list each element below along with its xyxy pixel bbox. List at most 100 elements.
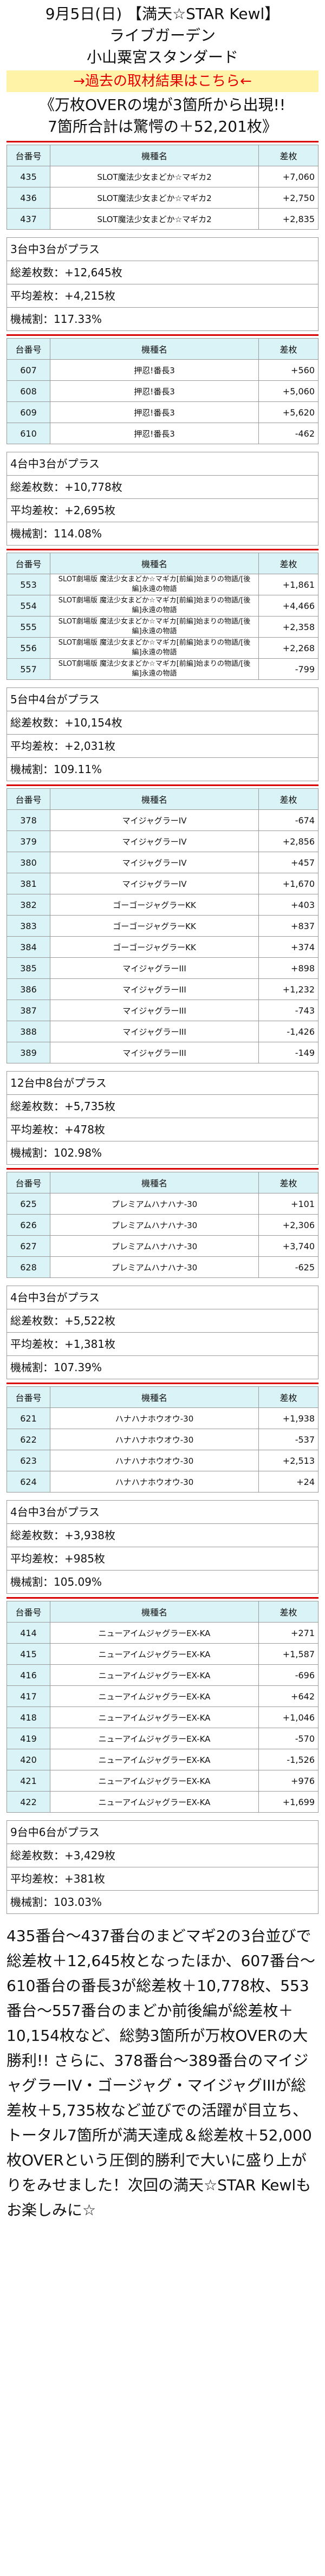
machine-name: マイジャグラーIII — [50, 1000, 259, 1021]
table-row: 624 ハナハナホウオウ-30 +24 — [6, 1471, 318, 1493]
section-divider — [6, 549, 318, 550]
table-row: 554 SLOT劇場版 魔法少女まどか☆マギカ[前編]始まりの物語/[後編]永遠の… — [6, 595, 318, 617]
table-row: 420 ニューアイムジャグラーEX-KA -1,526 — [6, 1749, 318, 1770]
machine-number: 378 — [6, 809, 50, 831]
machine-number: 608 — [6, 380, 50, 402]
machine-name: ニューアイムジャグラーEX-KA — [50, 1643, 259, 1665]
column-header-diff: 差枚 — [258, 1172, 318, 1193]
total-difference: 総差枚数：+5,735枚 — [7, 1094, 318, 1118]
section-stats: 9台中6台がプラス 総差枚数：+3,429枚 平均差枚：+381枚 機械割：103.0… — [6, 1820, 318, 1914]
payout-rate: 機械割：114.08% — [7, 522, 318, 545]
table-row: 416 ニューアイムジャグラーEX-KA -696 — [6, 1664, 318, 1686]
column-header-diff: 差枚 — [258, 338, 318, 360]
section-stats: 4台中3台がプラス 総差枚数：+5,522枚 平均差枚：+1,381枚 機械割：107… — [6, 1286, 318, 1379]
machine-number: 385 — [6, 957, 50, 979]
machine-number: 621 — [6, 1407, 50, 1429]
machine-name: マイジャグラーIV — [50, 852, 259, 873]
total-difference: 総差枚数：+10,778枚 — [7, 475, 318, 498]
plus-count: 9台中6台がプラス — [10, 1826, 100, 1839]
average-difference: 平均差枚：+2,031枚 — [7, 734, 318, 757]
machine-name: ゴーゴージャグラーKK — [50, 915, 259, 937]
table-row: 607 押忍!番長3 +560 — [6, 359, 318, 381]
table-row: 623 ハナハナホウオウ-30 +2,513 — [6, 1450, 318, 1471]
coin-difference: +976 — [258, 1770, 318, 1792]
coin-difference: +1,232 — [258, 978, 318, 1000]
plus-count: 3台中3台がプラス — [10, 243, 100, 256]
table-header-row: 台番号 機種名 差枚 — [6, 1386, 318, 1408]
machine-name: SLOT劇場版 魔法少女まどか☆マギカ[前編]始まりの物語/[後編]永遠の物語 — [50, 574, 259, 595]
section-stats: 12台中8台がプラス 総差枚数：+5,735枚 平均差枚：+478枚 機械割：102.… — [6, 1071, 318, 1165]
machine-name: ゴーゴージャグラーKK — [50, 936, 259, 958]
machine-number: 415 — [6, 1643, 50, 1665]
table-row: 422 ニューアイムジャグラーEX-KA +1,699 — [6, 1791, 318, 1813]
machine-number: 556 — [6, 637, 50, 659]
coin-difference: +2,358 — [258, 616, 318, 638]
table-row: 437 SLOT魔法少女まどか☆マギカ2 +2,835 — [6, 208, 318, 230]
machine-name: マイジャグラーIV — [50, 873, 259, 894]
machine-name: ハナハナホウオウ-30 — [50, 1450, 259, 1471]
total-difference: 総差枚数：+3,429枚 — [7, 1844, 318, 1867]
machine-name: ニューアイムジャグラーEX-KA — [50, 1770, 259, 1792]
coin-difference: +3,740 — [258, 1235, 318, 1257]
machine-number: 422 — [6, 1791, 50, 1813]
average-difference: 平均差枚：+2,695枚 — [7, 498, 318, 522]
machine-number: 625 — [6, 1193, 50, 1215]
machine-name: マイジャグラーIV — [50, 809, 259, 831]
table-header-row: 台番号 機種名 差枚 — [6, 788, 318, 810]
machine-name: マイジャグラーIII — [50, 957, 259, 979]
machine-name: 押忍!番長3 — [50, 359, 259, 381]
coin-difference: +2,835 — [258, 208, 318, 230]
machine-name: プレミアムハナハナ-30 — [50, 1214, 259, 1236]
machine-name: ニューアイムジャグラーEX-KA — [50, 1749, 259, 1770]
average-difference: 平均差枚：+985枚 — [7, 1547, 318, 1570]
table-row: 386 マイジャグラーIII +1,232 — [6, 978, 318, 1000]
table-row: 418 ニューアイムジャグラーEX-KA +1,046 — [6, 1706, 318, 1728]
machine-number: 607 — [6, 359, 50, 381]
machine-number: 417 — [6, 1685, 50, 1707]
coin-difference: +898 — [258, 957, 318, 979]
coin-difference: +271 — [258, 1622, 318, 1644]
machine-number: 379 — [6, 830, 50, 852]
coin-difference: +101 — [258, 1193, 318, 1215]
machine-number: 381 — [6, 873, 50, 894]
machine-name: ハナハナホウオウ-30 — [50, 1407, 259, 1429]
plus-count: 5台中4台がプラス — [10, 693, 100, 706]
machine-number: 414 — [6, 1622, 50, 1644]
machine-number: 626 — [6, 1214, 50, 1236]
coin-difference: +374 — [258, 936, 318, 958]
table-row: 556 SLOT劇場版 魔法少女まどか☆マギカ[前編]始まりの物語/[後編]永遠の… — [6, 637, 318, 659]
table-row: 414 ニューアイムジャグラーEX-KA +271 — [6, 1622, 318, 1644]
machine-name: ニューアイムジャグラーEX-KA — [50, 1664, 259, 1686]
machine-number: 384 — [6, 936, 50, 958]
machine-name: SLOT劇場版 魔法少女まどか☆マギカ[前編]始まりの物語/[後編]永遠の物語 — [50, 616, 259, 638]
table-row: 436 SLOT魔法少女まどか☆マギカ2 +2,750 — [6, 187, 318, 209]
table-row: 626 プレミアムハナハナ-30 +2,306 — [6, 1214, 318, 1236]
table-row: 415 ニューアイムジャグラーEX-KA +1,587 — [6, 1643, 318, 1665]
column-header-num: 台番号 — [6, 1172, 50, 1193]
machine-name: マイジャグラーIV — [50, 830, 259, 852]
page-title: 9月5日(日) 【満天☆STAR Kewl】 — [45, 5, 280, 23]
total-difference: 総差枚数：+5,522枚 — [7, 1309, 318, 1332]
machine-name: SLOT魔法少女まどか☆マギカ2 — [50, 187, 259, 209]
machine-name: ニューアイムジャグラーEX-KA — [50, 1706, 259, 1728]
section-divider — [6, 1168, 318, 1170]
table-row: 380 マイジャグラーIV +457 — [6, 852, 318, 873]
column-header-name: 機種名 — [50, 788, 259, 810]
machine-number: 389 — [6, 1042, 50, 1063]
machine-number: 624 — [6, 1471, 50, 1493]
machine-name: ゴーゴージャグラーKK — [50, 894, 259, 916]
machine-number: 609 — [6, 401, 50, 423]
column-header-name: 機種名 — [50, 1172, 259, 1193]
table-row: 557 SLOT劇場版 魔法少女まどか☆マギカ[前編]始まりの物語/[後編]永遠の… — [6, 658, 318, 680]
average-difference: 平均差枚：+478枚 — [7, 1118, 318, 1141]
machine-name: ニューアイムジャグラーEX-KA — [50, 1622, 259, 1644]
past-results-link[interactable]: →過去の取材結果はこちら← — [6, 70, 318, 92]
machine-name: 押忍!番長3 — [50, 401, 259, 423]
results-table: 台番号 機種名 差枚 378 マイジャグラーIV -674 379 マイジャグラーIV +2,8… — [6, 788, 318, 1063]
table-row: 385 マイジャグラーIII +898 — [6, 957, 318, 979]
coin-difference: +1,938 — [258, 1407, 318, 1429]
coin-difference: -1,426 — [258, 1021, 318, 1042]
table-row: 553 SLOT劇場版 魔法少女まどか☆マギカ[前編]始まりの物語/[後編]永遠の… — [6, 574, 318, 595]
machine-number: 416 — [6, 1664, 50, 1686]
table-row: 625 プレミアムハナハナ-30 +101 — [6, 1193, 318, 1215]
